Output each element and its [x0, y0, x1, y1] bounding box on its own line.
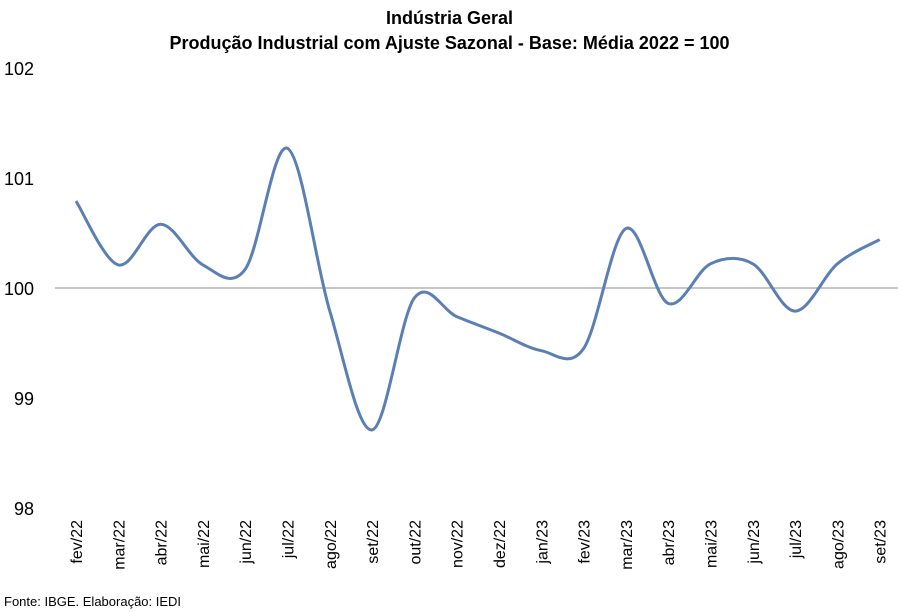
x-tick-label: ago/23 [830, 520, 847, 569]
series-group [74, 146, 881, 432]
source-note: Fonte: IBGE. Elaboração: IEDI [4, 594, 182, 609]
chart-subtitle: Produção Industrial com Ajuste Sazonal -… [169, 33, 730, 53]
x-tick-label: jun/23 [746, 520, 763, 565]
x-tick-label: fev/22 [69, 520, 86, 564]
x-tick-label: jun/22 [238, 520, 255, 565]
y-axis-tick-labels: 98 99 100 101 102 [4, 59, 34, 519]
x-tick-label: jul/22 [281, 520, 298, 559]
x-axis-tick-labels: fev/22 mar/22 abr/22 mai/22 jun/22 jul/22 ago/… [69, 520, 890, 570]
series-line [74, 146, 881, 432]
y-tick-label: 100 [4, 279, 34, 299]
chart-title-block: Indústria Geral Produção Industrial com … [0, 6, 899, 56]
x-tick-label: abr/23 [661, 520, 678, 565]
y-tick-label: 98 [14, 499, 34, 519]
chart-title: Indústria Geral [385, 8, 514, 28]
x-tick-label: mai/22 [196, 520, 213, 568]
x-tick-label: set/22 [365, 520, 382, 564]
x-tick-label: mar/22 [111, 520, 128, 570]
x-tick-label: abr/22 [154, 520, 171, 565]
x-tick-label: mai/23 [704, 520, 721, 568]
x-tick-label: out/22 [407, 520, 424, 565]
x-tick-label: jul/23 [788, 520, 805, 559]
x-tick-label: mar/23 [619, 520, 636, 570]
x-tick-label: set/23 [873, 520, 890, 564]
x-tick-label: nov/22 [450, 520, 467, 568]
y-tick-label: 102 [4, 59, 34, 79]
x-tick-label: fev/23 [577, 520, 594, 564]
y-tick-label: 99 [14, 389, 34, 409]
y-tick-label: 101 [4, 169, 34, 189]
x-tick-label: dez/22 [492, 520, 509, 568]
x-tick-label: ago/22 [323, 520, 340, 569]
x-tick-label: jan/23 [534, 520, 551, 565]
